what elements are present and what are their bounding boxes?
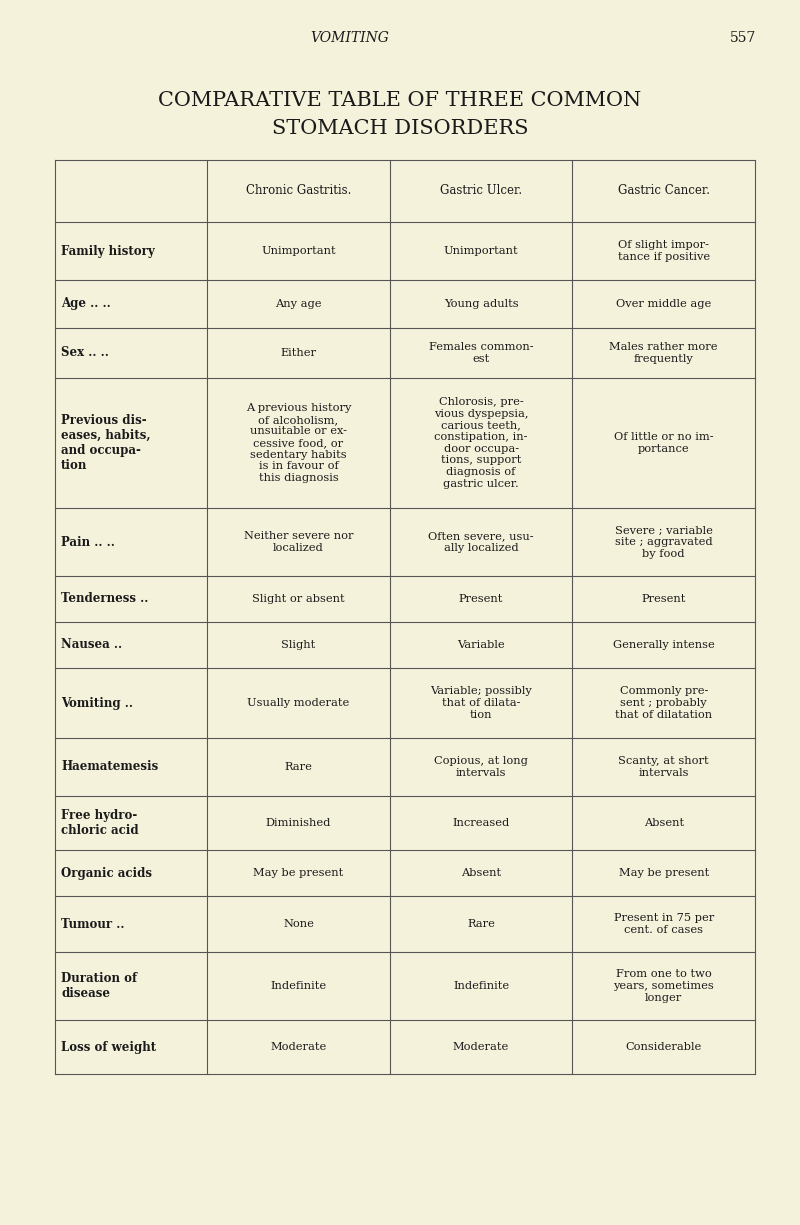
Text: Vomiting ..: Vomiting .. <box>61 697 133 709</box>
Text: Of little or no im-
portance: Of little or no im- portance <box>614 432 714 453</box>
Text: Chlorosis, pre-
vious dyspepsia,
carious teeth,
constipation, in-
door occupa-
t: Chlorosis, pre- vious dyspepsia, carious… <box>434 397 528 489</box>
Text: Usually moderate: Usually moderate <box>247 698 350 708</box>
Text: Family history: Family history <box>61 245 154 257</box>
Text: Diminished: Diminished <box>266 818 331 828</box>
Text: Copious, at long
intervals: Copious, at long intervals <box>434 756 528 778</box>
Text: Unimportant: Unimportant <box>261 246 336 256</box>
Text: Considerable: Considerable <box>626 1042 702 1052</box>
Text: STOMACH DISORDERS: STOMACH DISORDERS <box>272 119 528 137</box>
Text: Severe ; variable
site ; aggravated
by food: Severe ; variable site ; aggravated by f… <box>614 526 713 559</box>
Text: COMPARATIVE TABLE OF THREE COMMON: COMPARATIVE TABLE OF THREE COMMON <box>158 91 642 109</box>
Text: Absent: Absent <box>461 869 501 878</box>
Text: Rare: Rare <box>467 919 495 929</box>
Text: From one to two
years, sometimes
longer: From one to two years, sometimes longer <box>614 969 714 1002</box>
Text: Indefinite: Indefinite <box>453 981 509 991</box>
Text: Often severe, usu-
ally localized: Often severe, usu- ally localized <box>428 532 534 552</box>
Text: Chronic Gastritis.: Chronic Gastritis. <box>246 185 351 197</box>
Text: May be present: May be present <box>618 869 709 878</box>
Text: Slight: Slight <box>282 639 316 650</box>
Text: None: None <box>283 919 314 929</box>
Text: Tumour ..: Tumour .. <box>61 918 125 931</box>
Text: Gastric Cancer.: Gastric Cancer. <box>618 185 710 197</box>
Text: Young adults: Young adults <box>444 299 518 309</box>
Text: Variable; possibly
that of dilata-
tion: Variable; possibly that of dilata- tion <box>430 686 532 719</box>
Text: Scanty, at short
intervals: Scanty, at short intervals <box>618 756 709 778</box>
Text: Increased: Increased <box>453 818 510 828</box>
Text: Free hydro-
chloric acid: Free hydro- chloric acid <box>61 808 138 837</box>
Text: Haematemesis: Haematemesis <box>61 761 158 773</box>
Text: Tenderness ..: Tenderness .. <box>61 593 148 605</box>
Text: Organic acids: Organic acids <box>61 866 152 880</box>
Text: Males rather more
frequently: Males rather more frequently <box>610 342 718 364</box>
Text: Nausea ..: Nausea .. <box>61 638 122 652</box>
Text: Age .. ..: Age .. .. <box>61 298 110 310</box>
Text: Either: Either <box>281 348 317 358</box>
Text: Moderate: Moderate <box>270 1042 326 1052</box>
Text: Unimportant: Unimportant <box>444 246 518 256</box>
Text: Pain .. ..: Pain .. .. <box>61 535 115 549</box>
Text: Indefinite: Indefinite <box>270 981 326 991</box>
Text: A previous history
of alcoholism,
unsuitable or ex-
cessive food, or
sedentary h: A previous history of alcoholism, unsuit… <box>246 403 351 483</box>
Text: Sex .. ..: Sex .. .. <box>61 347 109 359</box>
Text: Previous dis-
eases, habits,
and occupa-
tion: Previous dis- eases, habits, and occupa-… <box>61 414 150 472</box>
Text: Gastric Ulcer.: Gastric Ulcer. <box>440 185 522 197</box>
Text: Absent: Absent <box>644 818 684 828</box>
Text: VOMITING: VOMITING <box>310 31 389 45</box>
Text: Rare: Rare <box>285 762 313 772</box>
Text: Females common-
est: Females common- est <box>429 342 534 364</box>
Text: May be present: May be present <box>254 869 344 878</box>
Text: Present: Present <box>642 594 686 604</box>
Text: Any age: Any age <box>275 299 322 309</box>
Text: Loss of weight: Loss of weight <box>61 1040 156 1053</box>
Text: Moderate: Moderate <box>453 1042 510 1052</box>
Text: Present in 75 per
cent. of cases: Present in 75 per cent. of cases <box>614 913 714 935</box>
Text: Variable: Variable <box>458 639 505 650</box>
Text: Generally intense: Generally intense <box>613 639 714 650</box>
Text: Duration of
disease: Duration of disease <box>61 971 137 1000</box>
Text: 557: 557 <box>730 31 756 45</box>
Text: Neither severe nor
localized: Neither severe nor localized <box>244 532 354 552</box>
Text: Of slight impor-
tance if positive: Of slight impor- tance if positive <box>618 240 710 262</box>
Text: Slight or absent: Slight or absent <box>252 594 345 604</box>
Text: Over middle age: Over middle age <box>616 299 711 309</box>
Text: Commonly pre-
sent ; probably
that of dilatation: Commonly pre- sent ; probably that of di… <box>615 686 712 719</box>
Text: Present: Present <box>459 594 503 604</box>
